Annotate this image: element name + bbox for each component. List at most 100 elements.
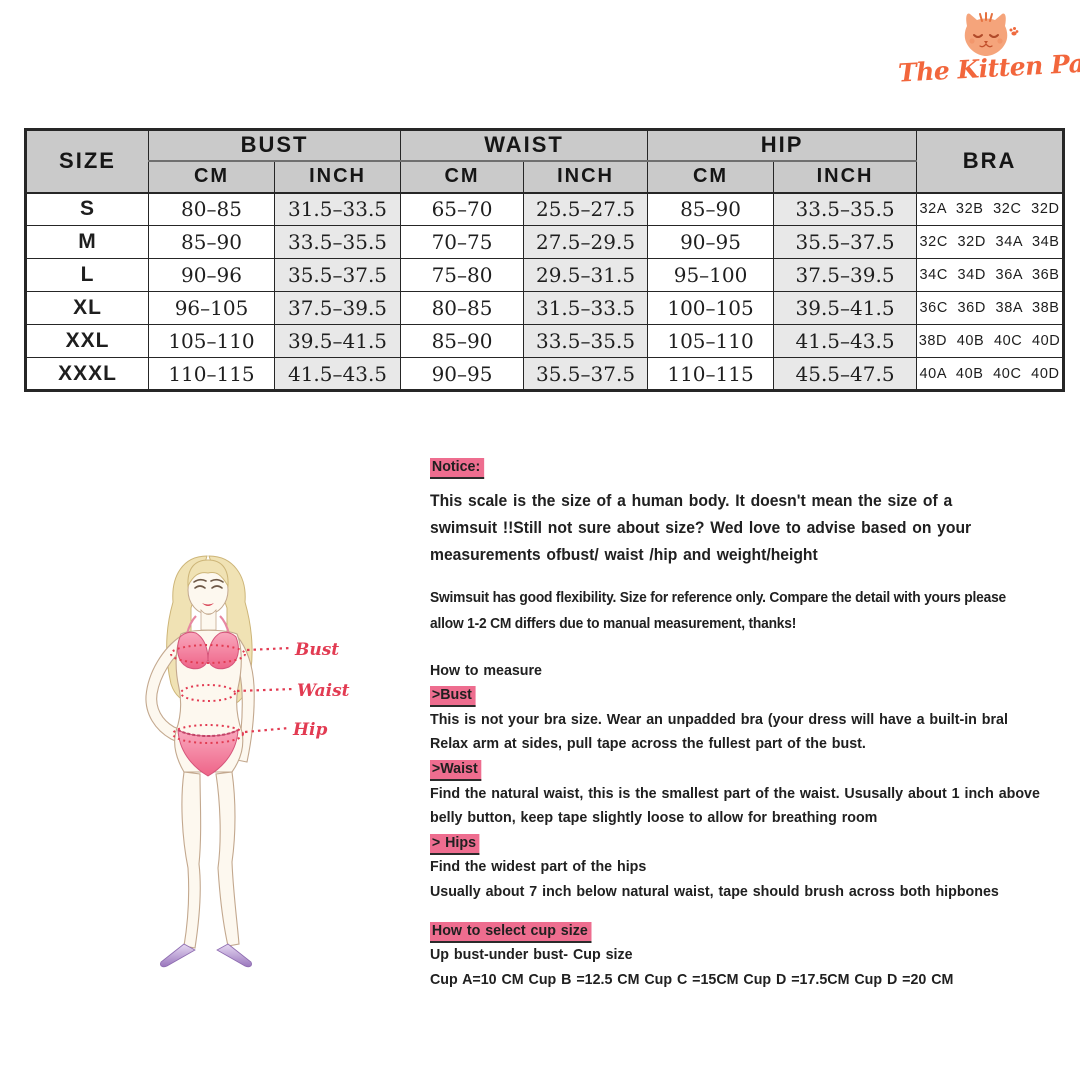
waist-instruction-line: belly button, keep tape slightly loose t…	[430, 809, 878, 827]
cell-waist-inch: 33.5–35.5	[523, 324, 649, 358]
col-header-bust: BUST	[147, 129, 402, 162]
figure-bust-label: Bust	[294, 640, 339, 660]
cell-size: XL	[25, 291, 149, 325]
cell-bust-cm: 80–85	[148, 191, 275, 226]
cell-waist-inch: 27.5–29.5	[523, 225, 649, 259]
subcol-hip-cm: CM	[647, 160, 775, 193]
brand-name: The Kitten Park	[897, 47, 1080, 88]
hips-instruction-line: Find the widest part of the hips	[430, 858, 647, 876]
notice-paragraph: This scale is the size of a human body. …	[430, 488, 1038, 569]
cell-bra: 34C 34D 36A 36B	[916, 258, 1065, 292]
cell-waist-inch: 25.5–27.5	[523, 191, 649, 226]
hips-subheading: > Hips	[430, 831, 1038, 856]
cell-hip-inch: 41.5–43.5	[773, 324, 918, 358]
subcol-waist-inch: INCH	[523, 160, 649, 193]
right-leg	[215, 771, 240, 947]
figure-waist-label: Waist	[297, 681, 350, 701]
cell-size: M	[25, 225, 149, 259]
cell-waist-inch: 31.5–33.5	[523, 291, 649, 325]
disclaimer-line: Swimsuit has good flexibility. Size for …	[430, 589, 1007, 606]
subcol-waist-cm: CM	[400, 160, 525, 193]
subcol-hip-inch: INCH	[773, 160, 918, 193]
bust-subheading: >Bust	[430, 683, 1038, 708]
cup-size-heading: How to select cup size	[430, 919, 1038, 944]
bust-measure-line-icon	[170, 644, 246, 664]
right-shoe	[216, 943, 252, 968]
col-header-waist: WAIST	[400, 129, 649, 162]
table-row-s: S 80–85 31.5–33.5 65–70 25.5–27.5 85–90 …	[25, 191, 1065, 226]
waist-leader-line	[236, 687, 294, 693]
col-header-bra: BRA	[916, 129, 1065, 193]
cell-bra: 32A 32B 32C 32D	[916, 191, 1065, 226]
notice-heading-highlight: Notice:	[430, 458, 485, 479]
cell-bust-cm: 96–105	[148, 291, 275, 325]
bust-instruction-line: Relax arm at sides, pull tape across the…	[430, 735, 866, 753]
cell-size: XXXL	[25, 357, 149, 391]
col-header-hip: HIP	[647, 129, 918, 162]
cell-waist-cm: 90–95	[400, 357, 525, 391]
cell-hip-cm: 95–100	[647, 258, 775, 292]
figure-hip-label: Hip	[292, 720, 328, 740]
left-leg	[181, 771, 202, 949]
measurement-figure: Bust Waist Hip	[95, 538, 405, 978]
lips	[202, 603, 214, 606]
cell-bust-cm: 105–110	[148, 324, 275, 358]
hips-instruction-line: Usually about 7 inch below natural waist…	[430, 882, 999, 900]
size-info-text: Notice: This scale is the size of a huma…	[430, 455, 1040, 993]
bust-instruction-line: This is not your bra size. Wear an unpad…	[430, 710, 1008, 728]
brand-logo: The Kitten Park	[897, 8, 1080, 88]
cell-bust-inch: 31.5–33.5	[273, 191, 402, 226]
table-row-m: M 85–90 33.5–35.5 70–75 27.5–29.5 90–95 …	[25, 225, 1065, 259]
cell-hip-cm: 100–105	[647, 291, 775, 325]
cell-hip-inch: 33.5–35.5	[773, 191, 918, 226]
table-row-xxxl: XXXL 110–115 41.5–43.5 90–95 35.5–37.5 1…	[25, 357, 1065, 391]
woman-sketch: Bust Waist Hip	[145, 555, 350, 968]
neck	[200, 608, 217, 631]
cell-bust-inch: 41.5–43.5	[273, 357, 402, 391]
col-header-size: SIZE	[25, 129, 149, 193]
hip-measure-line-icon	[172, 724, 244, 744]
hip-leader-line	[244, 726, 290, 734]
cup-size-line: Cup A=10 CM Cup B =12.5 CM Cup C =15CM C…	[430, 970, 954, 988]
cell-waist-cm: 80–85	[400, 291, 525, 325]
cell-hip-cm: 105–110	[647, 324, 775, 358]
cell-hip-inch: 45.5–47.5	[773, 357, 918, 391]
waist-instruction-line: Find the natural waist, this is the smal…	[430, 784, 1040, 802]
cell-waist-cm: 75–80	[400, 258, 525, 292]
cell-bra: 40A 40B 40C 40D	[916, 357, 1065, 391]
cell-waist-inch: 35.5–37.5	[523, 357, 649, 391]
paw-print-icon	[1009, 27, 1018, 36]
table-row-xxl: XXL 105–110 39.5–41.5 85–90 33.5–35.5 10…	[25, 324, 1065, 358]
subcol-bust-inch: INCH	[273, 160, 402, 193]
bikini-top	[177, 615, 239, 670]
cell-bust-inch: 33.5–35.5	[273, 225, 402, 259]
cell-waist-cm: 85–90	[400, 324, 525, 358]
table-group-header-row: SIZE BUST WAIST HIP BRA	[25, 129, 1065, 193]
cell-bust-inch: 37.5–39.5	[273, 291, 402, 325]
cell-size: S	[25, 191, 149, 226]
notice-line: This scale is the size of a human body. …	[430, 491, 953, 510]
cell-bust-cm: 85–90	[148, 225, 275, 259]
cell-size: XXL	[25, 324, 149, 358]
cell-waist-cm: 65–70	[400, 191, 525, 226]
cell-waist-cm: 70–75	[400, 225, 525, 259]
bangs	[187, 559, 229, 588]
waist-subheading: >Waist	[430, 757, 1038, 782]
cell-bust-inch: 39.5–41.5	[273, 324, 402, 358]
cell-bra: 32C 32D 34A 34B	[916, 225, 1065, 259]
subcol-bust-cm: CM	[148, 160, 275, 193]
notice-line: swimsuit !!Still not sure about size? We…	[430, 518, 972, 537]
how-to-measure-heading: How to measure	[430, 661, 542, 679]
cup-size-line: Up bust-under bust- Cup size	[430, 946, 633, 964]
size-chart-table: SIZE BUST WAIST HIP BRA CM INCH CM INCH …	[24, 128, 1066, 392]
waist-measure-line-icon	[180, 684, 236, 702]
cell-bust-cm: 110–115	[148, 357, 275, 391]
cell-size: L	[25, 258, 149, 292]
table-row-l: L 90–96 35.5–37.5 75–80 29.5–31.5 95–100…	[25, 258, 1065, 292]
cell-waist-inch: 29.5–31.5	[523, 258, 649, 292]
left-shoe	[160, 943, 196, 968]
table-row-xl: XL 96–105 37.5–39.5 80–85 31.5–33.5 100–…	[25, 291, 1065, 325]
table-sub-header-row: CM INCH CM INCH CM INCH	[26, 160, 1064, 193]
cup-size-section: How to select cup size Up bust-under bus…	[430, 919, 1038, 993]
cell-hip-inch: 35.5–37.5	[773, 225, 918, 259]
